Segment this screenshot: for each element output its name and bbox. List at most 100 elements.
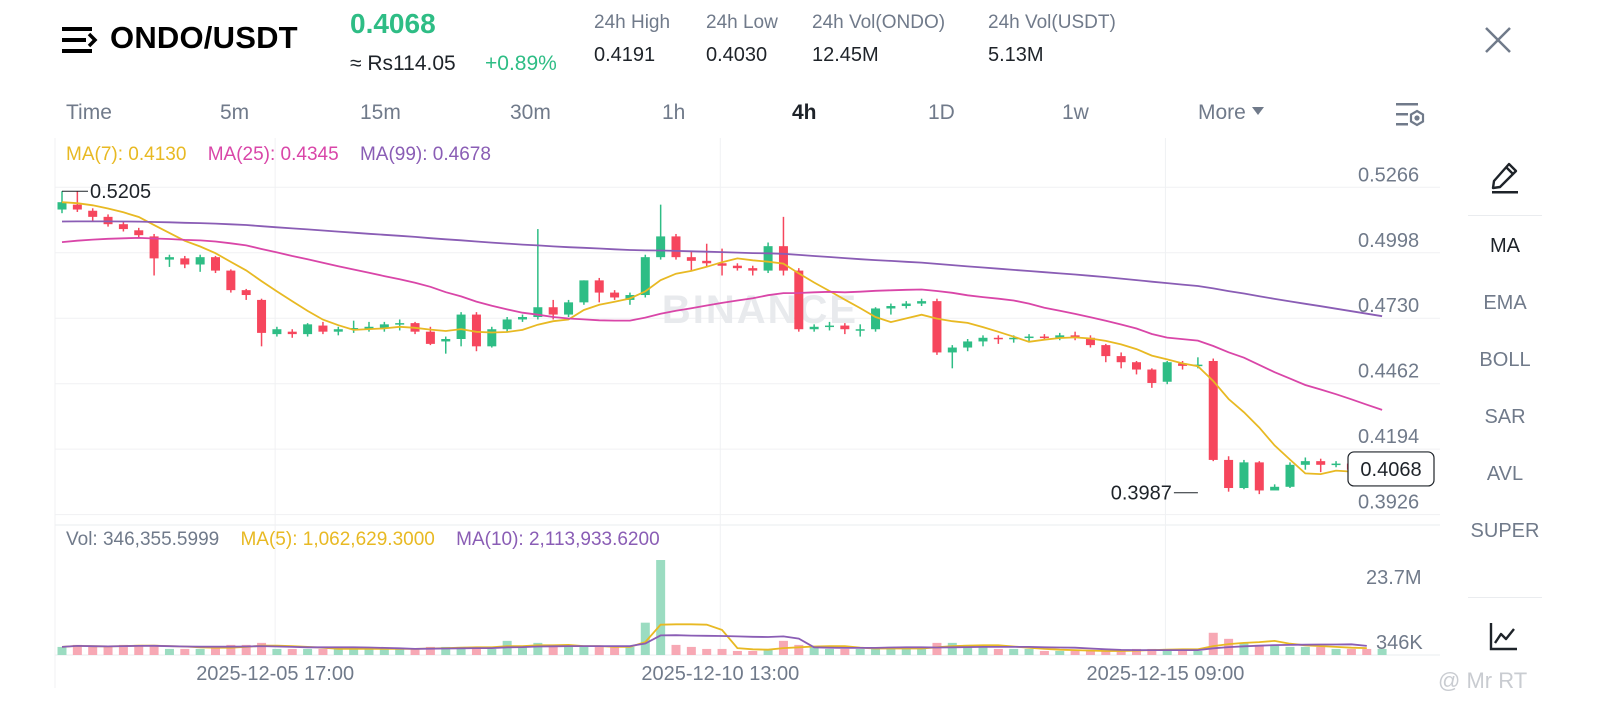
candle bbox=[226, 269, 236, 293]
volume-bar bbox=[318, 648, 328, 655]
volume-bar bbox=[303, 648, 313, 655]
candle-body bbox=[594, 280, 604, 293]
candle-body bbox=[1316, 461, 1326, 465]
indicator-sar[interactable]: SAR bbox=[1484, 406, 1526, 428]
candle bbox=[809, 324, 819, 332]
candle-body bbox=[180, 258, 190, 265]
volume-bar bbox=[379, 648, 389, 655]
candle bbox=[72, 191, 82, 212]
candle bbox=[732, 263, 742, 271]
tab-time[interactable]: Time bbox=[66, 101, 112, 124]
volume-bar bbox=[533, 642, 543, 655]
indicator-ema[interactable]: EMA bbox=[1483, 292, 1527, 314]
candle bbox=[947, 345, 957, 369]
tab-4h[interactable]: 4h bbox=[792, 101, 817, 124]
stat-label: 24h Vol(ONDO) bbox=[812, 12, 946, 33]
candle-body bbox=[1055, 335, 1065, 338]
more-label: More bbox=[1198, 101, 1246, 124]
price-tick-label: 0.4730 bbox=[1358, 295, 1419, 317]
volume-bar bbox=[717, 648, 727, 655]
candle bbox=[1316, 458, 1326, 473]
candle-body bbox=[1085, 337, 1095, 346]
candle-body bbox=[1132, 362, 1141, 370]
stat-value: 0.4191 bbox=[594, 44, 656, 66]
tab-1h[interactable]: 1h bbox=[662, 101, 686, 124]
volume-bar bbox=[732, 650, 742, 655]
candle-body bbox=[487, 329, 497, 347]
candle-body bbox=[947, 347, 957, 353]
candle bbox=[333, 326, 343, 336]
candle bbox=[1270, 484, 1280, 491]
close-icon[interactable] bbox=[1482, 24, 1514, 56]
volume-bar bbox=[1178, 648, 1188, 655]
candle-body bbox=[978, 337, 988, 342]
pair-title[interactable]: ONDO/USDT bbox=[110, 20, 298, 55]
volume-bar bbox=[1193, 650, 1203, 655]
candle bbox=[963, 339, 973, 352]
ma7-legend: MA(7): 0.4130 bbox=[66, 144, 187, 165]
time-tick-label: 2025-12-15 09:00 bbox=[1086, 663, 1244, 685]
watermark-text: @ Mr RT bbox=[1438, 668, 1528, 693]
candle-body bbox=[533, 307, 543, 318]
volume-bar bbox=[917, 648, 927, 655]
ma25-legend: MA(25): 0.4345 bbox=[207, 144, 339, 165]
stat-24h-low: 24h Low 0.4030 bbox=[706, 12, 778, 67]
candle-body bbox=[395, 323, 405, 325]
tab-1w[interactable]: 1w bbox=[1062, 101, 1089, 124]
volume-bar bbox=[763, 648, 773, 655]
ma7-line bbox=[61, 201, 1383, 476]
indicator-boll[interactable]: BOLL bbox=[1479, 349, 1531, 371]
candle bbox=[1132, 360, 1141, 375]
volume-bar bbox=[118, 644, 128, 655]
candle-body bbox=[287, 331, 297, 335]
candle-body bbox=[932, 301, 942, 353]
volume-bar bbox=[364, 648, 374, 655]
candle bbox=[518, 314, 527, 322]
candle-body bbox=[333, 329, 343, 332]
volume-bar bbox=[1270, 644, 1280, 655]
candle-body bbox=[886, 306, 896, 309]
price-tick-label: 0.5266 bbox=[1358, 164, 1419, 186]
volume-bar bbox=[671, 644, 681, 655]
indicator-ma[interactable]: MA bbox=[1490, 235, 1520, 257]
candle bbox=[1085, 335, 1095, 348]
volume-bar bbox=[901, 648, 911, 655]
candle-body bbox=[625, 295, 635, 300]
indicator-avl[interactable]: AVL bbox=[1486, 463, 1524, 485]
tab-30m[interactable]: 30m bbox=[510, 101, 551, 124]
candle-body bbox=[272, 329, 282, 335]
candle bbox=[610, 290, 620, 300]
volume-bar bbox=[456, 646, 466, 655]
tab-15m[interactable]: 15m bbox=[360, 101, 401, 124]
candle bbox=[763, 242, 773, 274]
candle-body bbox=[1270, 486, 1280, 491]
draw-pencil-icon[interactable] bbox=[1489, 160, 1521, 194]
candle bbox=[1070, 331, 1080, 341]
candle bbox=[118, 221, 128, 232]
candle-body bbox=[702, 260, 712, 264]
volume-bar bbox=[932, 642, 942, 655]
candle bbox=[164, 254, 174, 267]
price-tick-label: 0.4194 bbox=[1358, 426, 1419, 448]
menu-icon[interactable] bbox=[62, 25, 98, 55]
tab-1d[interactable]: 1D bbox=[928, 101, 955, 124]
indicator-super[interactable]: SUPER bbox=[1470, 520, 1540, 542]
candle bbox=[441, 336, 451, 354]
stat-label: 24h High bbox=[594, 12, 671, 33]
candlestick-chart[interactable]: BINANCE 0.52660.49980.47300.44620.41940.… bbox=[0, 138, 1460, 698]
candle-body bbox=[1024, 336, 1034, 339]
candle-body bbox=[318, 325, 328, 332]
candle-body bbox=[1116, 356, 1126, 363]
chart-line-icon[interactable] bbox=[1488, 620, 1520, 652]
tab-5m[interactable]: 5m bbox=[220, 101, 250, 124]
chart-settings-icon[interactable] bbox=[1394, 100, 1426, 130]
candle bbox=[395, 319, 405, 331]
more-dropdown[interactable]: More bbox=[1198, 101, 1264, 125]
price-tick-label: 0.3926 bbox=[1358, 492, 1419, 514]
candle-body bbox=[88, 210, 98, 217]
candle-body bbox=[579, 280, 589, 303]
stat-label: 24h Low bbox=[706, 12, 778, 33]
volume-bar bbox=[211, 646, 220, 655]
volume-bar bbox=[1039, 650, 1049, 655]
volume-bar bbox=[748, 650, 758, 655]
